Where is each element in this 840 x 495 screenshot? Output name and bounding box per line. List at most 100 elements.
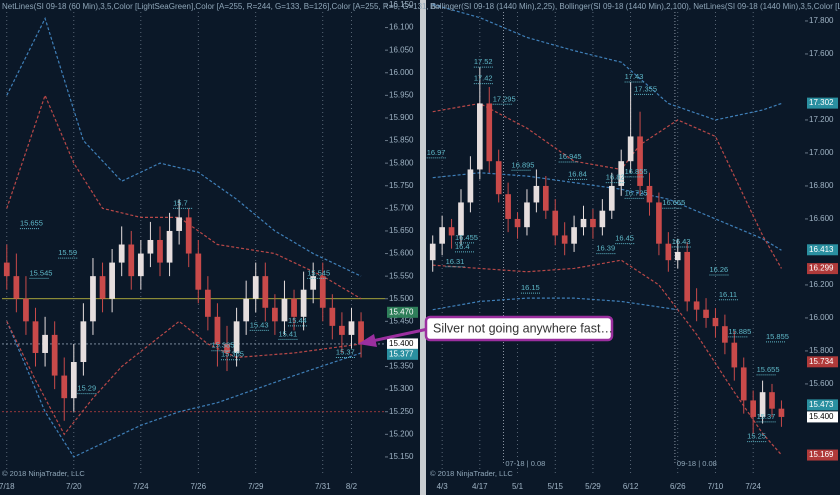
candle-body bbox=[439, 227, 445, 244]
y-tick-label: 16.150 bbox=[389, 0, 414, 9]
candle-body bbox=[329, 307, 336, 326]
price-label: 16.413 bbox=[809, 245, 834, 254]
price-label: 15.169 bbox=[809, 450, 834, 459]
level-label: 16.725 bbox=[625, 188, 648, 197]
band-line bbox=[6, 93, 362, 300]
candle-body bbox=[703, 309, 709, 318]
candle-body bbox=[32, 321, 39, 353]
level-label: 16.97 bbox=[427, 148, 446, 157]
band-line bbox=[432, 3, 782, 121]
y-tick-label: 16.000 bbox=[389, 68, 414, 77]
candle-body bbox=[195, 253, 202, 290]
level-label: 17.42 bbox=[474, 74, 493, 83]
rollover-label: 07-18 | 0.08 bbox=[505, 459, 545, 468]
x-tick-label: 5/1 bbox=[512, 482, 524, 491]
callout-box bbox=[424, 315, 614, 342]
y-tick-label: 15.750 bbox=[389, 181, 414, 190]
x-tick-label: 4/17 bbox=[472, 482, 488, 491]
band-line bbox=[6, 16, 362, 277]
x-tick-label: 7/31 bbox=[315, 482, 331, 491]
y-tick-label: 15.500 bbox=[389, 294, 414, 303]
candle-body bbox=[571, 227, 577, 244]
candle-body bbox=[646, 185, 653, 203]
candle-body bbox=[552, 210, 559, 236]
candle-body bbox=[524, 202, 530, 228]
candle-body bbox=[674, 251, 681, 261]
price-label-box bbox=[807, 411, 838, 423]
level-label: 16.895 bbox=[512, 160, 535, 169]
level-label: 15.59 bbox=[58, 248, 77, 257]
level-label: 16.26 bbox=[709, 265, 728, 274]
y-tick-label: 15.600 bbox=[389, 249, 414, 258]
price-label-box bbox=[387, 306, 418, 318]
y-tick-label: 17.000 bbox=[809, 148, 834, 157]
candle-body bbox=[166, 230, 173, 263]
price-label: 15.400 bbox=[809, 412, 834, 421]
candle-body bbox=[778, 408, 785, 417]
level-label: 15.44 bbox=[288, 316, 307, 325]
x-tick-label: 7/24 bbox=[745, 482, 761, 491]
candle-body bbox=[70, 362, 77, 399]
y-tick-label: 15.850 bbox=[389, 136, 414, 145]
candle-body bbox=[300, 289, 307, 317]
candle-body bbox=[137, 253, 144, 277]
x-tick-label: 7/26 bbox=[190, 482, 206, 491]
level-label: 15.43 bbox=[250, 320, 269, 329]
level-label: 16.4 bbox=[455, 242, 470, 251]
candle-body bbox=[477, 103, 483, 170]
level-label: 16.455 bbox=[455, 233, 478, 242]
level-label: 15.545 bbox=[30, 268, 53, 277]
candle-body bbox=[769, 392, 775, 409]
candle-body bbox=[339, 325, 345, 335]
candle-body bbox=[665, 243, 672, 261]
candle-body bbox=[3, 262, 10, 277]
candle-body bbox=[281, 298, 288, 322]
candle-body bbox=[637, 136, 643, 186]
level-label: 15.365 bbox=[221, 350, 244, 359]
candle-body bbox=[42, 334, 48, 353]
candle-body bbox=[722, 326, 728, 343]
candle-body bbox=[608, 185, 615, 211]
y-tick-label: 16.050 bbox=[389, 45, 414, 54]
candle-body bbox=[90, 276, 96, 322]
callout-text: Silver not going anywhere fast… bbox=[433, 321, 613, 335]
x-tick-label: 5/15 bbox=[547, 482, 563, 491]
level-label: 15.655 bbox=[757, 365, 780, 374]
candle-body bbox=[505, 194, 511, 219]
candle-body bbox=[291, 298, 297, 317]
x-tick-label: 7/29 bbox=[248, 482, 264, 491]
callout: Silver not going anywhere fast… bbox=[358, 315, 614, 347]
y-tick-label: 16.800 bbox=[809, 181, 834, 190]
candle-body bbox=[599, 210, 606, 228]
level-label: 15.29 bbox=[77, 384, 96, 393]
candle-body bbox=[590, 218, 596, 228]
y-tick-label: 15.800 bbox=[809, 346, 834, 355]
level-label: 15.25 bbox=[747, 432, 766, 441]
y-tick-label: 15.300 bbox=[389, 384, 414, 393]
candle-body bbox=[233, 321, 240, 353]
copyright: © 2018 NinjaTrader, LLC bbox=[2, 469, 85, 478]
level-label: 17.52 bbox=[474, 57, 493, 66]
level-label: 17.43 bbox=[625, 72, 644, 81]
candle-body bbox=[740, 367, 747, 401]
level-label: 17.355 bbox=[634, 84, 657, 93]
candle-body bbox=[561, 235, 568, 244]
level-label: 15.37 bbox=[336, 347, 355, 356]
level-label: 15.855 bbox=[766, 332, 789, 341]
candle-body bbox=[731, 342, 738, 368]
copyright: © 2018 NinjaTrader, LLC bbox=[430, 469, 513, 478]
candle-body bbox=[80, 321, 87, 363]
left-panel bbox=[0, 0, 420, 495]
price-label-box bbox=[807, 244, 838, 256]
price-label-box bbox=[807, 97, 838, 109]
level-label: 16.945 bbox=[559, 152, 582, 161]
level-label: 15.385 bbox=[211, 341, 234, 350]
y-tick-label: 15.200 bbox=[389, 429, 414, 438]
candle-body bbox=[429, 243, 436, 261]
price-label-box bbox=[807, 356, 838, 368]
x-tick-label: 7/10 bbox=[708, 482, 724, 491]
level-label: 16.39 bbox=[596, 244, 615, 253]
candle-body bbox=[157, 239, 163, 263]
x-tick-label: 7/20 bbox=[66, 482, 82, 491]
